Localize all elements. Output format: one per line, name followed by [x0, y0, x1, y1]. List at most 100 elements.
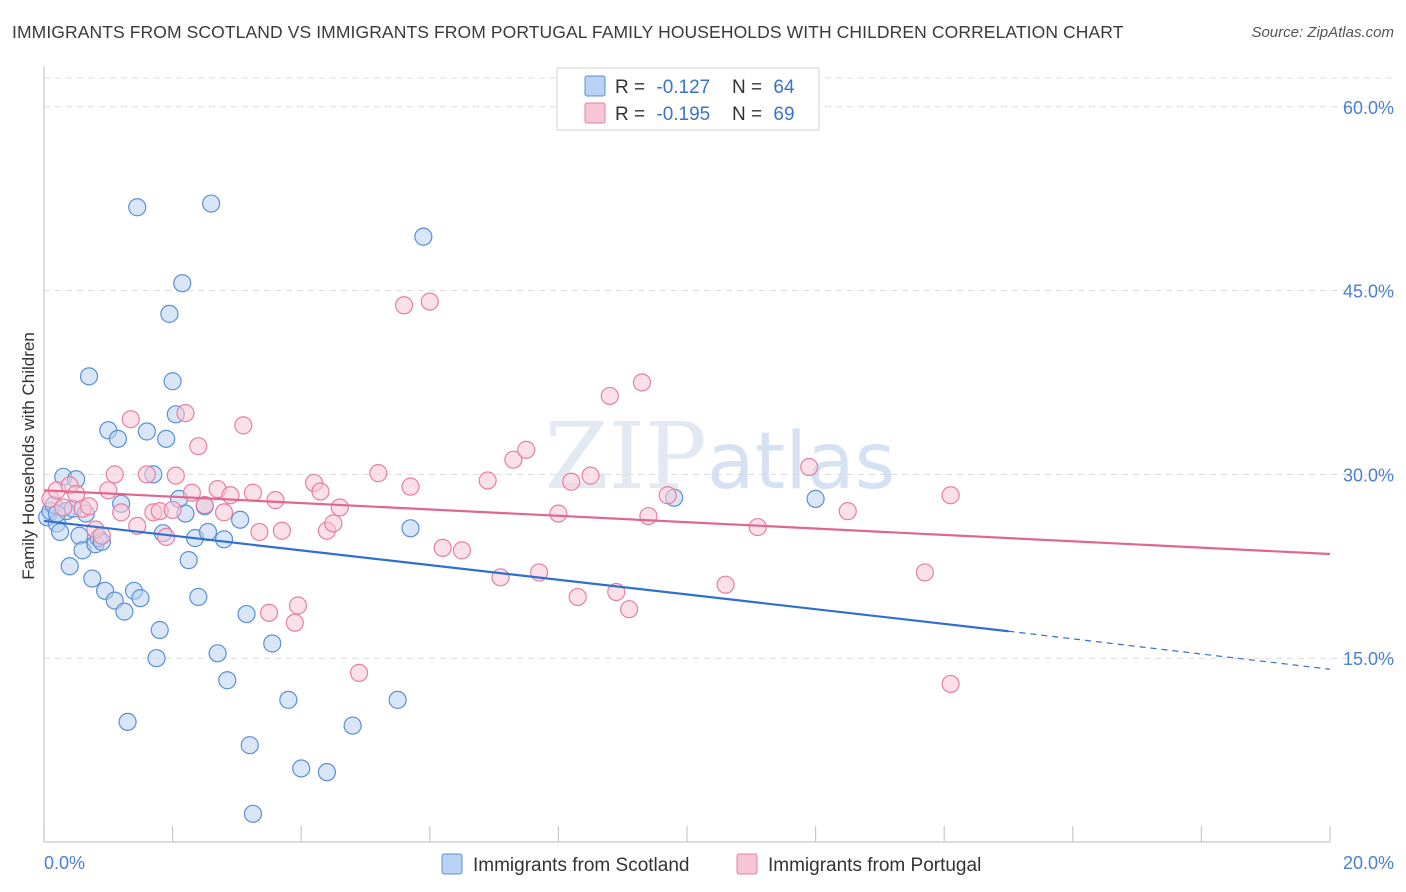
- portugal-point-59: [632, 373, 652, 392]
- scotland-point-49: [231, 510, 250, 529]
- portugal-point-49: [504, 450, 523, 469]
- svg-text:N = 64: N = 64: [732, 77, 795, 98]
- y-tick-label-2: 45.0%: [1343, 282, 1394, 302]
- scotland-point-14: [83, 569, 102, 588]
- legend-portugal-n-value: 69: [773, 104, 794, 125]
- portugal-point-32: [272, 521, 292, 540]
- portugal-point-68: [941, 674, 960, 694]
- y-tick-label-0: 15.0%: [1343, 649, 1394, 669]
- bottom-legend-portugal: Immigrants from Portugal: [768, 855, 981, 876]
- y-tick-label-3: 60.0%: [1343, 98, 1394, 118]
- bottom-legend: Immigrants from Scotland Immigrants from…: [441, 853, 981, 876]
- watermark: ZIPatlas: [545, 403, 896, 510]
- trendline-scotland: [43, 519, 1009, 633]
- scotland-point-31: [150, 620, 169, 640]
- svg-text:R = -0.127: R = -0.127: [615, 77, 710, 98]
- legend-scotland-r-value: -0.127: [656, 77, 710, 98]
- scotland-point-62: [806, 489, 825, 508]
- portugal-point-67: [941, 486, 960, 505]
- portugal-point-14: [137, 465, 156, 484]
- svg-text:R = -0.195: R = -0.195: [615, 104, 710, 125]
- portugal-point-54: [568, 587, 587, 607]
- scotland-point-55: [292, 759, 311, 778]
- portugal-point-8: [92, 526, 111, 545]
- portugal-point-47: [478, 471, 497, 490]
- portugal-point-56: [600, 386, 619, 406]
- portugal-point-20: [176, 404, 195, 423]
- scotland-point-58: [388, 690, 407, 709]
- portugal-point-52: [549, 504, 568, 523]
- legend-portugal-r-value: -0.195: [656, 104, 710, 125]
- trendline-scotland-extension: [1008, 630, 1331, 670]
- axes: [43, 66, 1331, 843]
- portugal-point-25: [214, 503, 234, 522]
- scotland-point-53: [263, 634, 282, 653]
- portugal-point-45: [433, 538, 452, 558]
- y-axis-label: Family Households with Children: [19, 332, 38, 580]
- portugal-point-26: [221, 486, 240, 505]
- x-tick-label-max: 20.0%: [1343, 853, 1394, 873]
- chart-title: IMMIGRANTS FROM SCOTLAND VS IMMIGRANTS F…: [12, 22, 1124, 42]
- legend-portugal-n-label: N =: [732, 104, 767, 125]
- scotland-point-54: [279, 690, 298, 709]
- scotland-point-51: [240, 736, 259, 755]
- scotland-point-33: [157, 429, 176, 448]
- scotland-point-45: [202, 194, 221, 213]
- top-legend: R = -0.127 N = 64 R = -0.195 N = 69: [556, 67, 820, 131]
- x-tick-label-min: 0.0%: [44, 853, 85, 873]
- portugal-point-53: [562, 472, 581, 491]
- scotland-point-34: [160, 304, 179, 323]
- bottom-legend-scotland: Immigrants from Scotland: [473, 855, 689, 876]
- portugal-point-6: [79, 497, 99, 516]
- watermark-atlas: atlas: [707, 417, 896, 507]
- portugal-point-22: [189, 437, 208, 456]
- scotland-point-13: [79, 367, 99, 386]
- scotland-point-52: [243, 804, 263, 823]
- portugal-point-38: [324, 514, 343, 533]
- portugal-point-12: [121, 410, 140, 429]
- portugal-point-66: [915, 563, 935, 582]
- portugal-point-65: [838, 502, 857, 521]
- scotland-point-7: [60, 557, 79, 576]
- svg-text:N = 69: N = 69: [732, 104, 795, 125]
- scotland-point-4: [50, 522, 70, 542]
- scotland-point-50: [237, 604, 256, 624]
- legend-scotland-r-label: R =: [615, 77, 650, 98]
- portugal-point-17: [157, 527, 176, 546]
- portugal-point-30: [259, 603, 279, 622]
- series-portugal-points: [41, 292, 960, 694]
- trendline-portugal: [43, 489, 1331, 556]
- legend-swatch-scotland: [584, 75, 606, 97]
- portugal-point-50: [517, 440, 536, 459]
- portugal-point-61: [658, 486, 677, 505]
- scotland-point-24: [118, 712, 137, 732]
- portugal-point-62: [716, 575, 735, 594]
- scotland-point-35: [163, 372, 182, 391]
- portugal-point-46: [452, 541, 472, 560]
- portugal-point-39: [330, 498, 349, 517]
- scotland-point-23: [115, 602, 134, 621]
- portugal-point-11: [112, 503, 131, 522]
- portugal-point-33: [285, 613, 304, 632]
- scotland-point-27: [131, 589, 150, 608]
- scotland-point-21: [108, 429, 128, 448]
- portugal-point-34: [288, 596, 308, 615]
- legend-scotland-n-label: N =: [732, 77, 767, 98]
- scotland-point-28: [137, 422, 156, 441]
- portugal-point-36: [311, 482, 330, 501]
- portugal-point-18: [163, 500, 182, 520]
- grid-lines: [44, 77, 1394, 659]
- scotland-point-48: [218, 671, 237, 690]
- portugal-point-58: [620, 600, 639, 619]
- portugal-point-29: [250, 522, 269, 542]
- scotland-point-42: [189, 587, 208, 607]
- portugal-point-28: [243, 483, 263, 502]
- scotland-point-60: [414, 227, 433, 246]
- scotland-point-46: [208, 644, 227, 663]
- scotland-point-47: [214, 530, 234, 549]
- y-tick-labels: 15.0% 30.0% 45.0% 60.0%: [1343, 98, 1394, 669]
- portugal-point-63: [748, 517, 767, 537]
- portugal-point-9: [99, 481, 118, 500]
- watermark-zip: ZIP: [545, 403, 707, 510]
- scotland-point-59: [401, 519, 420, 538]
